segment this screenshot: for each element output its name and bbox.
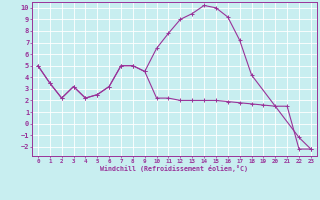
X-axis label: Windchill (Refroidissement éolien,°C): Windchill (Refroidissement éolien,°C) [100,165,248,172]
